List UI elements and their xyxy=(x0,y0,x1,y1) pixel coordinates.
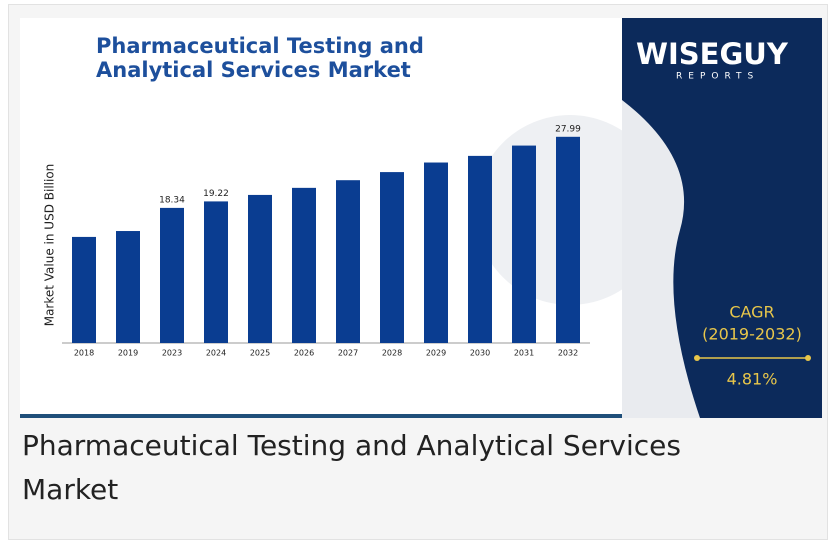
bar xyxy=(468,156,492,343)
x-tick-label: 2018 xyxy=(74,349,94,358)
bottom-rule xyxy=(20,414,622,418)
data-label: 19.22 xyxy=(203,189,229,199)
bar xyxy=(336,180,360,343)
cagr-label: CAGR xyxy=(729,303,774,322)
bar xyxy=(248,195,272,343)
bar xyxy=(380,172,404,343)
x-tick-label: 2023 xyxy=(162,349,182,358)
x-tick-label: 2025 xyxy=(250,349,270,358)
bar xyxy=(116,231,140,343)
bar xyxy=(556,137,580,343)
x-tick-label: 2027 xyxy=(338,349,358,358)
bar xyxy=(512,146,536,343)
x-tick-label: 2029 xyxy=(426,349,446,358)
bar xyxy=(204,201,228,343)
bar xyxy=(160,208,184,343)
x-tick-label: 2026 xyxy=(294,349,314,358)
x-tick-label: 2031 xyxy=(514,349,534,358)
data-label: 18.34 xyxy=(159,195,185,205)
x-tick-label: 2024 xyxy=(206,349,226,358)
x-tick-label: 2032 xyxy=(558,349,578,358)
page: {"chart_data": {"type": "bar", "title": … xyxy=(0,0,836,544)
cagr-dot xyxy=(694,355,700,361)
x-tick-label: 2030 xyxy=(470,349,490,358)
bar xyxy=(72,237,96,343)
y-axis-label: Market Value in USD Billion xyxy=(43,164,57,327)
cagr-period: (2019-2032) xyxy=(702,325,802,344)
data-label: 27.99 xyxy=(555,124,581,134)
brand-sub: REPORTS xyxy=(676,72,759,82)
x-tick-label: 2019 xyxy=(118,349,138,358)
bar xyxy=(292,188,316,343)
x-tick-label: 2028 xyxy=(382,349,402,358)
caption: Pharmaceutical Testing and Analytical Se… xyxy=(22,424,752,512)
cagr-dot xyxy=(805,355,811,361)
brand: WISEGUY xyxy=(636,37,789,71)
bar xyxy=(424,163,448,343)
cagr-value: 4.81% xyxy=(727,370,778,389)
chart-title: Pharmaceutical Testing and Analytical Se… xyxy=(96,34,476,82)
